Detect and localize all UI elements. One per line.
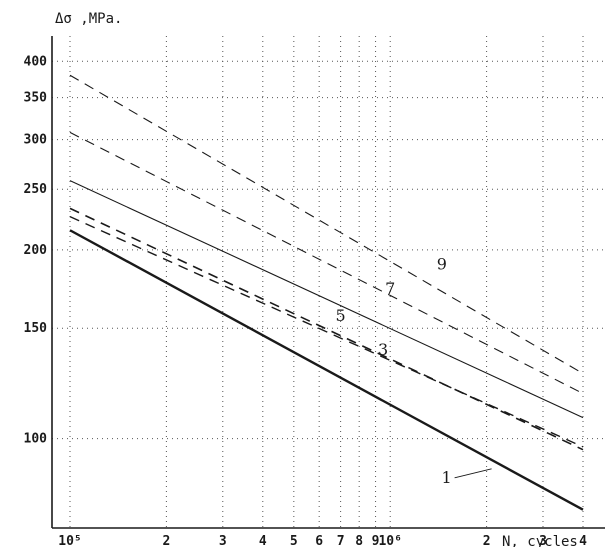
series-label: 3: [378, 340, 388, 359]
x-tick-label: 4: [259, 534, 267, 547]
series-label: 7: [385, 279, 395, 298]
series-line-1: [69, 229, 584, 511]
x-tick-label: 8: [355, 534, 363, 547]
x-tick-label: 5: [290, 534, 298, 547]
x-tick-label: 10⁶: [378, 534, 401, 547]
series-lines: [69, 74, 584, 511]
y-tick-label: 150: [24, 321, 48, 336]
y-tick-label: 300: [24, 133, 48, 148]
series-line-unlabeled-1: [69, 207, 584, 451]
x-tick-label: 9: [372, 534, 380, 547]
x-tick-label: 4: [579, 534, 587, 547]
series-label: 1: [442, 468, 452, 487]
series-labels: 1 3 5 7 9: [336, 255, 492, 487]
series-line-9: [69, 74, 584, 375]
series-line-3: [69, 216, 584, 448]
y-tick-label: 100: [24, 432, 48, 447]
x-tick-label: 2: [162, 534, 170, 547]
series-line-5: [69, 180, 584, 419]
x-tick-label: 3: [219, 534, 227, 547]
axes: [51, 36, 605, 529]
y-tick-label: 200: [24, 243, 48, 258]
x-tick-label: 10⁵: [58, 534, 81, 547]
y-tick-label: 250: [24, 182, 48, 197]
x-axis-title: N, cycles: [502, 534, 578, 547]
y-tick-label: 350: [24, 91, 48, 106]
x-tick-label: 7: [337, 534, 345, 547]
series-label: 5: [336, 306, 346, 325]
x-tick-label: 3: [539, 534, 547, 547]
series-line-7: [69, 131, 584, 395]
y-axis-title: Δσ ,MPa.: [55, 11, 122, 27]
x-tick-label: 2: [483, 534, 491, 547]
y-tick-label: 400: [24, 54, 48, 69]
grid: [52, 36, 605, 528]
series-label: 9: [437, 255, 447, 274]
series-label-leader: [454, 468, 492, 479]
x-tick-label: 6: [315, 534, 323, 547]
